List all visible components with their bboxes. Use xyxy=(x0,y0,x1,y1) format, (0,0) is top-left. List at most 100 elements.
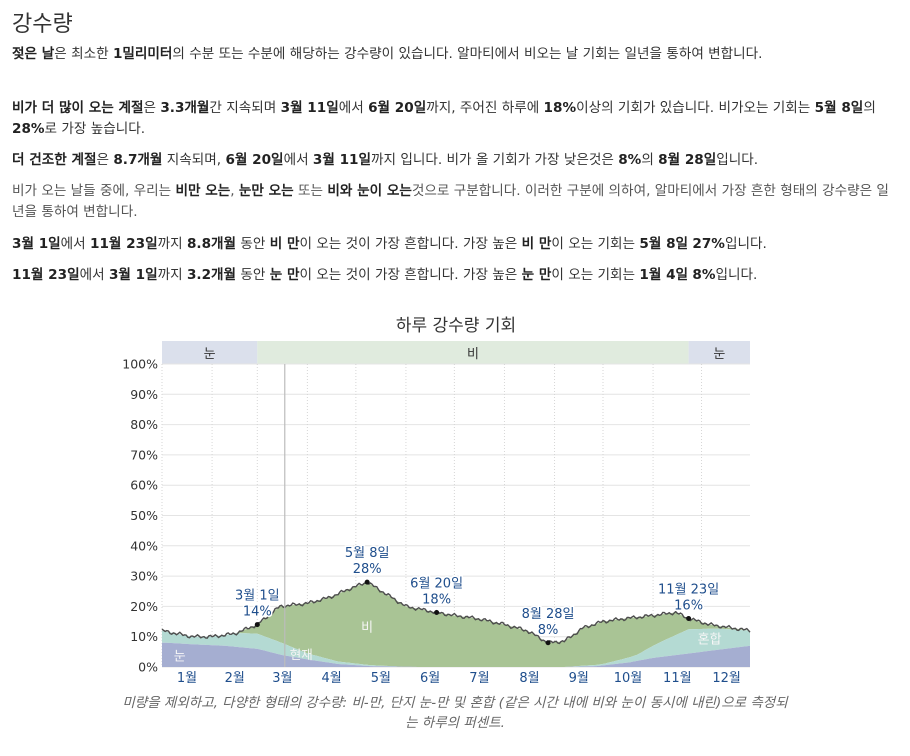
highlight-text: 11월 23일 xyxy=(12,267,80,283)
annotation-value: 16% xyxy=(674,599,703,614)
highlight-text: 8.7개월 xyxy=(113,152,163,168)
snow-area xyxy=(162,642,750,667)
annotation-date: 5월 8일 xyxy=(345,546,390,561)
month-label: 10월 xyxy=(614,671,643,686)
highlight-text: 비 만 xyxy=(521,236,552,252)
y-tick-label: 30% xyxy=(130,569,158,584)
month-label: 11월 xyxy=(663,671,692,686)
highlight-text: 6월 20일 xyxy=(368,100,427,116)
y-tick-label: 10% xyxy=(130,629,158,644)
highlight-text: 3월 11일 xyxy=(280,100,339,116)
highlight-text: 비가 더 많이 오는 계절 xyxy=(12,100,144,116)
season-band-label: 눈 xyxy=(204,347,216,362)
highlight-text: 비 만 xyxy=(269,236,300,252)
highlight-text: 눈만 오는 xyxy=(238,183,294,199)
paragraph-text: 까지 xyxy=(157,236,187,252)
highlight-text: 비만 오는 xyxy=(175,183,231,199)
annotation-date: 6월 20일 xyxy=(410,576,463,591)
paragraph-text: , xyxy=(230,183,239,199)
paragraph-text: 동안 xyxy=(236,236,270,252)
highlight-text: 더 건조한 계절 xyxy=(12,152,97,168)
paragraph-text: 것으로 구분합니다. 이러한 구분에 의하여, 알마티에서 가장 흔한 형태의 … xyxy=(12,183,889,220)
annotation-value: 8% xyxy=(538,623,559,638)
paragraph-text: 또는 xyxy=(293,183,328,199)
chart-title: 하루 강수량 기회 xyxy=(396,316,516,336)
annotation-date: 8월 28일 xyxy=(522,607,575,622)
highlight-text: 11월 23일 xyxy=(90,236,158,252)
paragraph-text: 비가 오는 날들 중에, 우리는 xyxy=(12,183,176,199)
area-label: 눈 xyxy=(174,649,186,664)
paragraph-text: 까지 xyxy=(157,267,187,283)
annotation-value: 18% xyxy=(422,592,451,607)
paragraph-snow-only: 11월 23일에서 3월 1일까지 3.2개월 동안 눈 만이 오는 것이 가장… xyxy=(12,265,894,286)
highlight-text: 3월 1일 xyxy=(108,267,158,283)
paragraph-dry-season: 더 건조한 계절은 8.7개월 지속되며, 6월 20일에서 3월 11일까지 … xyxy=(12,150,894,171)
paragraph-rain-only: 3월 1일에서 11월 23일까지 8.8개월 동안 비 만이 오는 것이 가장… xyxy=(12,234,894,255)
annotation-point xyxy=(545,640,551,646)
highlight-text: 8.8개월 xyxy=(186,236,237,252)
paragraph-text: 은 xyxy=(96,152,114,168)
paragraph-text: 까지, 주어진 하루에 xyxy=(426,100,544,116)
paragraph-text: 이 오는 기회는 xyxy=(551,236,640,252)
paragraph-wet-day: 젖은 날은 최소한 1밀리미터의 수분 또는 수분에 해당하는 강수량이 있습니… xyxy=(12,44,894,65)
paragraph-text: 의 수분 또는 수분에 해당하는 강수량이 있습니다. 알마티에서 비오는 날 … xyxy=(172,46,763,62)
month-label: 2월 xyxy=(225,671,245,686)
paragraph-text: 이상의 기회가 있습니다. 비가오는 기회는 xyxy=(576,100,815,116)
paragraph-text: 동안 xyxy=(236,267,270,283)
month-label: 9월 xyxy=(569,671,589,686)
highlight-text: 3월 1일 xyxy=(12,236,61,252)
paragraph-text: 에서 xyxy=(283,152,313,168)
season-band xyxy=(688,341,750,364)
highlight-text: 5월 8일 xyxy=(639,236,689,252)
annotation-point xyxy=(686,616,692,622)
highlight-text: 1밀리미터 xyxy=(112,46,173,62)
annotation-value: 28% xyxy=(353,562,382,577)
highlight-text: 3.3개월 xyxy=(160,100,210,116)
highlight-text: 27% xyxy=(692,236,725,252)
y-tick-label: 70% xyxy=(130,447,158,462)
highlight-text: 1월 4일 xyxy=(639,267,689,283)
y-tick-label: 20% xyxy=(130,599,158,614)
season-band xyxy=(162,341,258,364)
season-band-label: 비 xyxy=(467,347,479,362)
month-label: 4월 xyxy=(321,671,341,686)
y-tick-label: 0% xyxy=(138,660,158,675)
month-label: 8월 xyxy=(519,671,539,686)
y-tick-label: 60% xyxy=(130,478,158,493)
paragraph-text: 의 xyxy=(641,152,659,168)
paragraph-text: 에서 xyxy=(338,100,369,116)
paragraph-precip-types: 비가 오는 날들 중에, 우리는 비만 오는, 눈만 오는 또는 비와 눈이 오… xyxy=(12,181,894,223)
page-title: 강수량 xyxy=(12,12,73,37)
highlight-text: 5월 8일 xyxy=(814,100,864,116)
annotation-date: 3월 1일 xyxy=(235,589,280,604)
paragraph-text: 이 오는 것이 가장 흔합니다. 가장 높은 xyxy=(299,236,522,252)
y-tick-label: 40% xyxy=(130,538,158,553)
y-tick-label: 50% xyxy=(130,508,158,523)
x-axis: 1월 2월 3월 4월 5월 6월 7월 8월 9월 10월 11월 12월 xyxy=(177,671,741,686)
month-label: 1월 xyxy=(177,671,197,686)
paragraph-text: 까지 입니다. 비가 올 기회가 가장 낮은것은 xyxy=(371,152,619,168)
paragraph-text: 에서 xyxy=(60,236,91,252)
paragraph-text: 은 xyxy=(143,100,161,116)
highlight-text: 6월 20일 xyxy=(225,152,284,168)
highlight-text: 눈 만 xyxy=(521,267,552,283)
paragraph-text: 이 오는 기회는 xyxy=(551,267,640,283)
paragraph-text: 간 지속되며 xyxy=(209,100,281,116)
highlight-text: 8% xyxy=(692,267,716,283)
highlight-text: 8월 28일 xyxy=(658,152,717,168)
current-date-label: 현재 xyxy=(290,647,313,662)
season-band xyxy=(257,341,689,364)
paragraph-text: 로 가장 높습니다. xyxy=(44,121,146,137)
month-label: 12월 xyxy=(712,671,741,686)
paragraph-text: 입니다. xyxy=(716,152,759,168)
paragraph-text: 입니다. xyxy=(715,267,758,283)
y-axis: 0% 10% 20% 30% 40% 50% 60% 70% 80% 90% 100% xyxy=(122,357,158,675)
highlight-text: 28% xyxy=(12,121,45,137)
annotation-value: 14% xyxy=(243,605,272,620)
paragraph-text: 은 최소한 xyxy=(54,46,113,62)
chart-caption: 미량을 제외하고, 다양한 형태의 강수량: 비-만, 단지 눈-만 및 혼합 … xyxy=(122,695,788,731)
